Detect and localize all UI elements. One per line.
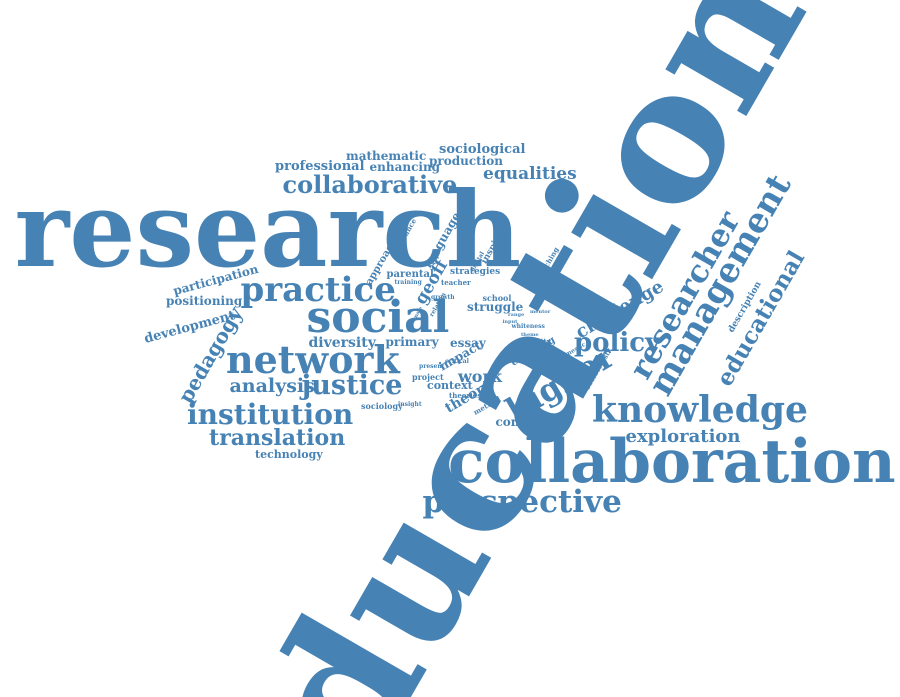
word-community: community <box>495 415 571 429</box>
word-theories: theories <box>449 390 482 400</box>
word-enhancing: enhancing <box>369 160 441 174</box>
word-translation: translation <box>209 425 346 451</box>
word-context: context <box>427 378 473 392</box>
word-struggle: struggle <box>467 300 524 314</box>
word-mathematic: mathematic <box>346 149 427 163</box>
word-work: work <box>458 367 502 386</box>
word-strategies: strategies <box>450 266 501 277</box>
word-justice: justice <box>301 369 403 401</box>
word-sociology: sociology <box>361 401 403 411</box>
word-mentor: mentor <box>530 308 551 315</box>
word-primary: primary <box>385 335 439 349</box>
word-professional: professional <box>275 158 365 174</box>
word-collaboration: collaboration <box>448 427 896 497</box>
word-school: school <box>482 293 512 303</box>
word-research: research <box>14 168 522 291</box>
word-growth: growth <box>431 294 455 301</box>
word-parental: parental <box>386 269 434 280</box>
word-positioning: positioning <box>166 294 243 308</box>
word-technology: technology <box>255 447 323 461</box>
word-policy: policy <box>574 328 661 358</box>
word-whiteness: whiteness <box>511 323 545 330</box>
word-present: present <box>419 363 445 370</box>
word-critical: critical <box>445 358 469 365</box>
word-quality: quality <box>523 336 551 346</box>
word-network: network <box>226 337 400 382</box>
word-sociological: sociological <box>439 141 526 157</box>
word-practice: practice <box>240 270 396 310</box>
word-perspective: perspective <box>422 483 622 520</box>
word-collaborative: collaborative <box>282 170 458 199</box>
word-training: training <box>394 279 422 286</box>
word-exploration: exploration <box>625 426 741 447</box>
word-project: project <box>412 372 444 382</box>
word-social: social <box>306 292 450 343</box>
word-insight: insight <box>398 401 422 408</box>
word-induction: induction <box>534 280 578 290</box>
word-equalities: equalities <box>483 163 577 184</box>
word-enhance: enhance <box>554 294 606 308</box>
word-analysis: analysis <box>229 374 315 397</box>
word-example: example <box>535 287 569 297</box>
word-teacher: teacher <box>441 277 471 287</box>
word-knowledge: knowledge <box>592 389 808 431</box>
word-theme: theme <box>521 331 539 338</box>
word-range: range <box>508 311 525 318</box>
word-diversity: diversity <box>308 335 376 351</box>
word-production: production <box>429 154 503 168</box>
word-input: input <box>502 318 518 325</box>
word-institution: institution <box>187 398 354 431</box>
word-essay: essay <box>450 336 486 350</box>
